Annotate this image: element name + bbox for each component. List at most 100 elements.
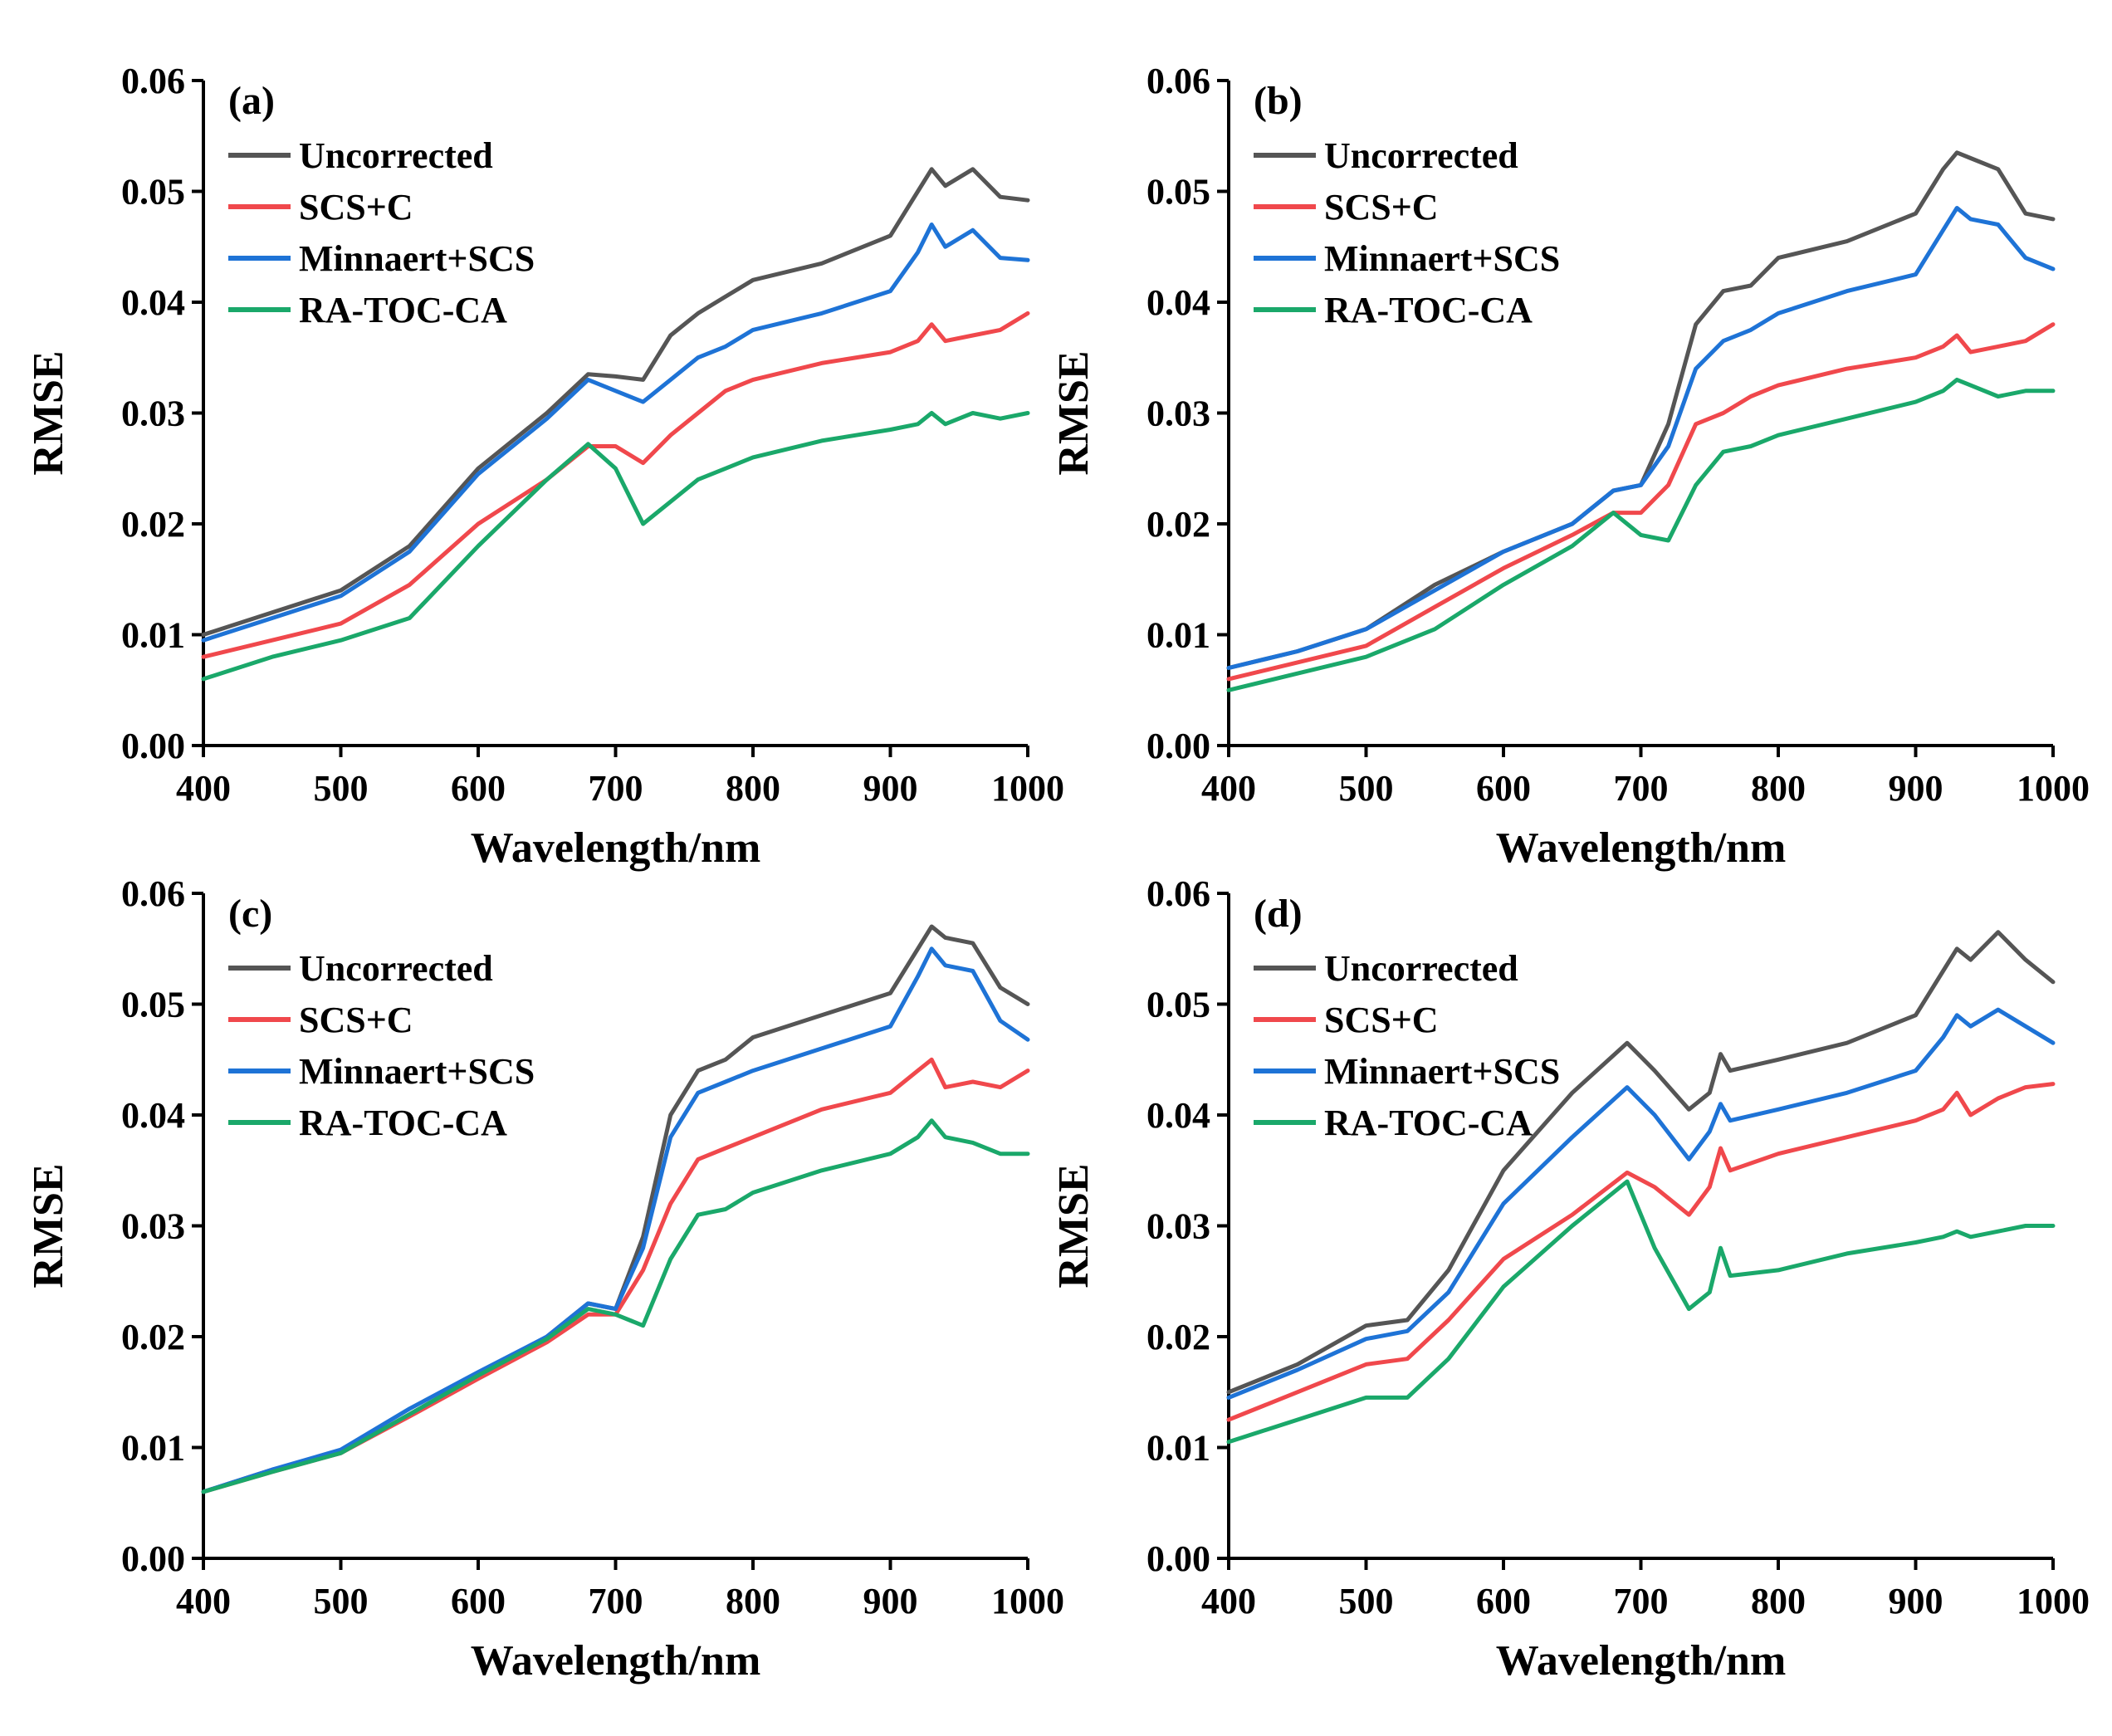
x-tick-label: 900 — [863, 1581, 918, 1621]
x-tick-label: 600 — [1476, 768, 1531, 809]
legend-label-scs-c: SCS+C — [1324, 187, 1439, 227]
x-tick-label: 900 — [1889, 768, 1943, 809]
y-axis-title: RMSE — [1050, 1163, 1098, 1288]
series-line-minnaert-scs — [1226, 1007, 2056, 1400]
legend-label-ra-toc-ca: RA-TOC-CA — [1324, 1103, 1533, 1143]
chart-panel-2: 400 500 600 700 800 900 1000 0.00 0.01 0.02 0.03 0.… — [1050, 61, 2090, 872]
chart-panel-4: 400 500 600 700 800 900 1000 0.00 0.01 0.02 0.03 0.… — [1050, 873, 2090, 1685]
y-tick-label: 0.03 — [1146, 394, 1210, 434]
panel-label: (d) — [1254, 892, 1303, 936]
legend-label-minnaert-scs: Minnaert+SCS — [1324, 1051, 1560, 1092]
x-tick-label: 800 — [1751, 768, 1806, 809]
series-line-scs-c — [201, 311, 1030, 659]
x-tick-label: 1000 — [991, 768, 1064, 809]
y-axis-title: RMSE — [25, 1163, 72, 1288]
y-tick-label: 0.06 — [121, 61, 185, 101]
y-tick-label: 0.02 — [121, 1317, 185, 1357]
x-tick-label: 400 — [1201, 1581, 1256, 1621]
x-axis-title: Wavelength/nm — [471, 824, 761, 872]
x-tick-label: 600 — [1476, 1581, 1531, 1621]
y-tick-label: 0.00 — [121, 1538, 185, 1579]
x-tick-label: 400 — [176, 1581, 231, 1621]
x-axis-title: Wavelength/nm — [1496, 1637, 1787, 1685]
x-tick-label: 800 — [726, 1581, 780, 1621]
series-line-ra-toc-ca — [201, 411, 1030, 682]
legend-label-minnaert-scs: Minnaert+SCS — [1324, 238, 1560, 279]
series-line-ra-toc-ca — [1226, 377, 2056, 692]
y-tick-label: 0.05 — [1146, 985, 1210, 1025]
y-tick-label: 0.05 — [121, 985, 185, 1025]
legend-label-ra-toc-ca: RA-TOC-CA — [299, 1103, 507, 1143]
x-axis-title: Wavelength/nm — [471, 1637, 761, 1685]
y-tick-label: 0.05 — [1146, 172, 1210, 213]
chart-panel-3: 400 500 600 700 800 900 1000 0.00 0.01 0.02 0.03 0.… — [25, 873, 1064, 1685]
x-tick-label: 400 — [176, 768, 231, 809]
x-tick-label: 500 — [314, 1581, 369, 1621]
legend-label-minnaert-scs: Minnaert+SCS — [299, 1051, 535, 1092]
y-axis-title: RMSE — [25, 350, 72, 475]
x-tick-label: 900 — [1889, 1581, 1943, 1621]
y-tick-label: 0.01 — [1146, 615, 1210, 656]
y-tick-label: 0.02 — [1146, 504, 1210, 545]
y-tick-label: 0.02 — [121, 504, 185, 545]
x-tick-label: 700 — [1614, 768, 1669, 809]
legend-label-uncorrected: Uncorrected — [1324, 135, 1518, 176]
series-line-uncorrected — [1226, 930, 2056, 1395]
y-tick-label: 0.01 — [121, 1428, 185, 1469]
chart-panel-1: 400 500 600 700 800 900 1000 0.00 0.01 0.02 0.03 0.… — [25, 61, 1064, 872]
x-tick-label: 500 — [1339, 1581, 1394, 1621]
legend: Uncorrected SCS+C Minnaert+SCS RA-TOC-CA — [228, 948, 535, 1143]
y-tick-label: 0.04 — [1146, 282, 1210, 323]
panel-label: (a) — [228, 79, 275, 123]
y-tick-label: 0.00 — [1146, 726, 1210, 766]
panel-label: (b) — [1254, 79, 1303, 123]
legend-label-ra-toc-ca: RA-TOC-CA — [1324, 290, 1533, 330]
y-tick-label: 0.04 — [1146, 1095, 1210, 1136]
series-line-scs-c — [201, 1057, 1030, 1494]
y-tick-label: 0.00 — [121, 726, 185, 766]
legend-label-scs-c: SCS+C — [1324, 1000, 1439, 1040]
panel-label: (c) — [228, 892, 272, 936]
series-line-scs-c — [1226, 1082, 2056, 1422]
x-tick-label: 800 — [726, 768, 780, 809]
legend-label-scs-c: SCS+C — [299, 1000, 413, 1040]
y-tick-label: 0.00 — [1146, 1538, 1210, 1579]
series-line-ra-toc-ca — [201, 1118, 1030, 1494]
legend-label-uncorrected: Uncorrected — [1324, 948, 1518, 989]
y-tick-label: 0.04 — [121, 282, 185, 323]
y-axis-title: RMSE — [1050, 350, 1098, 475]
x-tick-label: 1000 — [991, 1581, 1064, 1621]
x-tick-label: 600 — [451, 1581, 506, 1621]
x-tick-label: 700 — [1614, 1581, 1669, 1621]
x-tick-label: 800 — [1751, 1581, 1806, 1621]
x-tick-label: 500 — [314, 768, 369, 809]
legend-label-minnaert-scs: Minnaert+SCS — [299, 238, 535, 279]
series-line-minnaert-scs — [201, 946, 1030, 1494]
y-tick-label: 0.06 — [1146, 61, 1210, 101]
series-line-uncorrected — [1226, 150, 2056, 670]
legend-label-scs-c: SCS+C — [299, 187, 413, 227]
y-tick-label: 0.03 — [121, 1206, 185, 1247]
x-axis-title: Wavelength/nm — [1496, 824, 1787, 872]
legend-label-uncorrected: Uncorrected — [299, 135, 493, 176]
legend: Uncorrected SCS+C Minnaert+SCS RA-TOC-CA — [228, 135, 535, 330]
x-tick-label: 700 — [589, 768, 643, 809]
series-line-ra-toc-ca — [1226, 1179, 2056, 1445]
series-line-minnaert-scs — [1226, 206, 2056, 670]
x-tick-label: 1000 — [2017, 1581, 2090, 1621]
y-tick-label: 0.01 — [1146, 1428, 1210, 1469]
x-tick-label: 600 — [451, 768, 506, 809]
legend-label-uncorrected: Uncorrected — [299, 948, 493, 989]
x-tick-label: 1000 — [2017, 768, 2090, 809]
series-line-uncorrected — [201, 167, 1030, 637]
series-line-scs-c — [1226, 322, 2056, 682]
y-tick-label: 0.02 — [1146, 1317, 1210, 1357]
x-tick-label: 900 — [863, 768, 918, 809]
y-tick-label: 0.06 — [121, 873, 185, 914]
series-line-minnaert-scs — [201, 223, 1030, 643]
y-tick-label: 0.03 — [1146, 1206, 1210, 1247]
x-tick-label: 500 — [1339, 768, 1394, 809]
y-tick-label: 0.06 — [1146, 873, 1210, 914]
y-tick-label: 0.04 — [121, 1095, 185, 1136]
